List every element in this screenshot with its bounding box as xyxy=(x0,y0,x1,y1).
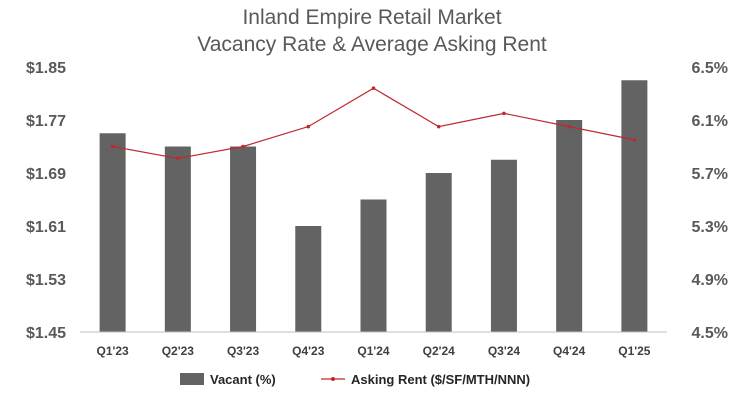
chart-title: Inland Empire Retail Market xyxy=(242,6,501,29)
bars-group xyxy=(99,80,648,332)
legend-swatch-rent-marker xyxy=(331,377,335,381)
bar-Q2'23 xyxy=(164,146,191,332)
legend-label-vacant: Vacant (%) xyxy=(210,372,276,387)
rent-point-Q1'24 xyxy=(371,86,376,90)
rent-point-Q4'24 xyxy=(567,124,571,129)
left-tick-label: $1.77 xyxy=(26,113,66,130)
category-label: Q1'24 xyxy=(357,344,390,358)
bar-Q4'24 xyxy=(556,120,583,332)
bar-Q4'23 xyxy=(295,226,322,332)
right-tick-label: 4.9% xyxy=(692,272,728,289)
category-label: Q4'24 xyxy=(553,344,586,358)
asking-rent-line xyxy=(112,87,635,160)
right-tick-label: 4.5% xyxy=(692,325,728,342)
legend-swatch-vacant xyxy=(180,373,204,385)
rent-point-Q2'23 xyxy=(176,156,180,161)
left-tick-label: $1.69 xyxy=(26,166,66,183)
category-label: Q1'25 xyxy=(618,344,651,358)
right-tick-label: 5.7% xyxy=(692,166,728,183)
category-label: Q3'23 xyxy=(227,344,260,358)
left-tick-label: $1.53 xyxy=(26,272,66,289)
category-label: Q1'23 xyxy=(97,344,130,358)
category-label: Q2'23 xyxy=(162,344,195,358)
rent-point-Q1'25 xyxy=(632,138,637,142)
line-series-group xyxy=(110,86,637,161)
category-label: Q2'24 xyxy=(423,344,456,358)
left-tick-label: $1.85 xyxy=(26,60,66,77)
left-tick-label: $1.61 xyxy=(26,219,66,236)
category-label: Q3'24 xyxy=(488,344,521,358)
left-tick-label: $1.45 xyxy=(26,325,66,342)
right-axis-ticks: 6.5% 6.1% 5.7% 5.3% 4.9% 4.5% xyxy=(692,60,728,342)
rent-point-Q3'24 xyxy=(502,111,506,116)
right-tick-label: 6.1% xyxy=(692,113,728,130)
right-tick-label: 5.3% xyxy=(692,219,728,236)
rent-point-Q1'23 xyxy=(110,144,115,149)
rent-point-Q3'23 xyxy=(241,144,245,149)
bar-Q1'25 xyxy=(621,80,648,332)
bar-Q2'24 xyxy=(425,173,452,332)
rent-point-Q2'24 xyxy=(436,124,441,129)
bar-Q3'23 xyxy=(230,146,257,332)
bar-Q1'23 xyxy=(99,133,126,332)
chart-subtitle: Vacancy Rate & Average Asking Rent xyxy=(197,33,547,56)
category-labels: Q1'23 Q2'23 Q3'23 Q4'23 Q1'24 Q2'24 Q3'24 Q4'24… xyxy=(97,344,651,358)
left-axis-ticks: $1.85 $1.77 $1.69 $1.61 $1.53 $1.45 xyxy=(26,60,66,342)
legend: Vacant (%) Asking Rent ($/SF/MTH/NNN) xyxy=(180,372,530,387)
legend-label-rent: Asking Rent ($/SF/MTH/NNN) xyxy=(351,372,530,387)
category-label: Q4'23 xyxy=(292,344,325,358)
rent-point-Q4'23 xyxy=(306,124,311,129)
right-tick-label: 6.5% xyxy=(692,60,728,77)
bar-Q1'24 xyxy=(360,199,387,332)
bar-Q3'24 xyxy=(490,159,517,332)
